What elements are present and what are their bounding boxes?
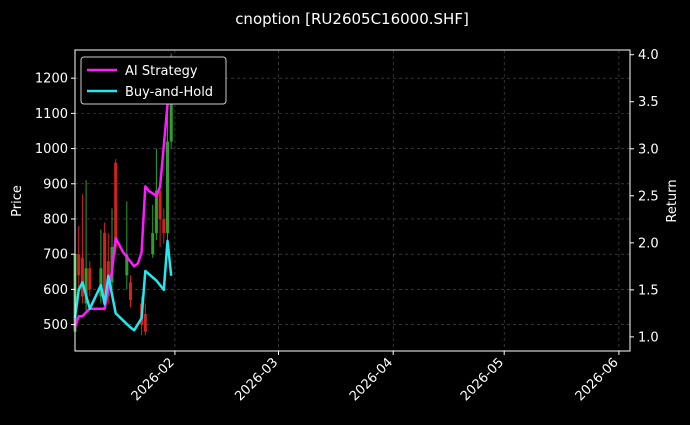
candle-body xyxy=(166,141,169,234)
candle-body xyxy=(143,314,147,332)
candle-body xyxy=(80,257,84,297)
chart-title: cnoption [RU2605C16000.SHF] xyxy=(235,10,469,28)
candle-body xyxy=(84,268,88,304)
candle-body xyxy=(103,233,107,304)
y2-tick-label: 3.5 xyxy=(638,95,659,110)
series-layer xyxy=(73,63,173,332)
candle-body xyxy=(77,254,81,276)
y2-tick-label: 2.5 xyxy=(638,189,659,204)
candle-body xyxy=(125,254,129,276)
y-tick-label: 700 xyxy=(43,248,68,263)
buyhold-line xyxy=(73,239,173,332)
y-tick-label: 1200 xyxy=(35,72,68,87)
candle-body xyxy=(129,282,132,300)
y-axis-label: Price xyxy=(10,185,25,217)
y-tick-label: 900 xyxy=(43,177,68,192)
y-tick-label: 600 xyxy=(43,283,68,298)
candle-body xyxy=(154,190,158,234)
y2-tick-label: 2.0 xyxy=(638,236,659,251)
y2-tick-label: 1.5 xyxy=(638,283,659,298)
y-tick-label: 500 xyxy=(43,318,68,333)
plot-frame xyxy=(74,49,631,352)
candle-body xyxy=(169,95,173,142)
legend-buyhold-label: Buy-and-Hold xyxy=(125,85,213,100)
candle-body xyxy=(88,268,92,290)
candle-body xyxy=(99,268,103,297)
legend-strategy-label: AI Strategy xyxy=(125,64,198,79)
y2-tick-label: 4.0 xyxy=(638,48,659,63)
candle-body xyxy=(151,233,155,255)
candle-body xyxy=(158,190,162,219)
legend: AI Strategy Buy-and-Hold xyxy=(80,56,227,105)
candle-body xyxy=(162,218,166,234)
y-tick-label: 1000 xyxy=(35,142,68,157)
y2-tick-label: 1.0 xyxy=(638,330,659,345)
y-tick-label: 1100 xyxy=(35,107,68,122)
legend-box xyxy=(80,56,227,105)
y2-axis-label: Return xyxy=(665,179,680,222)
y-tick-label: 800 xyxy=(43,212,68,227)
candle-body xyxy=(114,162,118,248)
y2-tick-label: 3.0 xyxy=(638,142,659,157)
strategy-line xyxy=(73,63,173,328)
